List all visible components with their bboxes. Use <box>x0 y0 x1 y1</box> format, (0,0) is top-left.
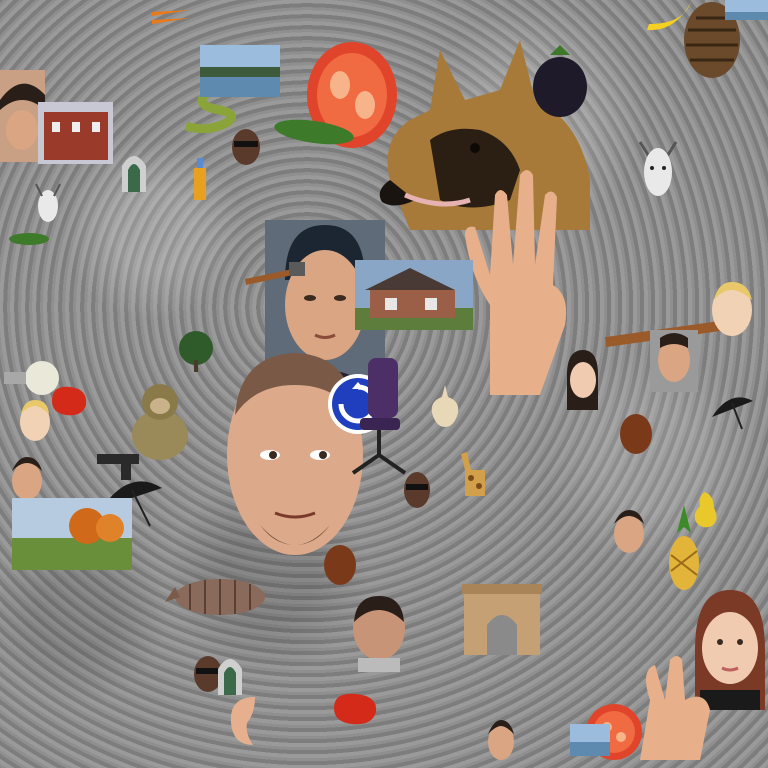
german-shepherd-dog <box>370 30 600 230</box>
bearded-man-face <box>650 330 698 392</box>
zucchini <box>272 118 357 146</box>
pineapple <box>667 505 701 591</box>
banana <box>645 0 695 36</box>
hammer <box>245 258 310 290</box>
glasses-man-face-2 <box>612 508 646 554</box>
eggplant <box>530 45 590 120</box>
sunglasses-man-face-2 <box>402 468 432 510</box>
armadillo <box>160 572 275 617</box>
child-face-left <box>18 398 52 442</box>
child-face-right <box>710 280 755 338</box>
red-pepper-bottom <box>330 690 380 728</box>
sunglasses-man-face-3 <box>192 652 224 694</box>
woman-face-bottom-right <box>690 590 768 710</box>
ear <box>225 693 261 749</box>
woman-smiling-face <box>565 350 600 410</box>
goat-left <box>28 182 68 224</box>
lake-photo-top-right <box>725 0 768 20</box>
raised-hand <box>455 165 575 395</box>
tree <box>175 330 217 372</box>
zucchini-left <box>8 232 50 246</box>
hand-bottom-right <box>630 650 715 760</box>
bottle <box>192 158 208 200</box>
coconut-2 <box>322 543 358 587</box>
arch-monument <box>462 580 542 655</box>
garlic <box>428 385 462 427</box>
office-chair <box>348 358 408 478</box>
giraffe <box>455 448 491 496</box>
brick-building-photo <box>38 102 113 164</box>
autumn-landscape-photo <box>12 498 132 570</box>
glasses-man-face <box>10 455 44 501</box>
house-photo <box>355 260 473 330</box>
bald-man-face <box>348 592 410 672</box>
handgun <box>97 450 142 480</box>
tomato-slice <box>305 40 400 150</box>
light-bulb <box>0 360 65 396</box>
lake-landscape-photo <box>200 45 280 97</box>
monkey <box>125 380 195 460</box>
gothic-window-2 <box>216 655 244 695</box>
red-pepper <box>48 383 90 419</box>
coconut <box>618 410 654 456</box>
man-face-bottom <box>486 718 516 762</box>
lake-photo-bottom <box>570 724 610 756</box>
pine-cone <box>682 0 742 80</box>
goat <box>628 140 688 202</box>
gothic-window <box>120 152 148 192</box>
carrots <box>150 6 192 30</box>
sunglasses-man-face <box>230 125 262 167</box>
man-face-top-left <box>0 70 45 162</box>
pear <box>690 488 720 530</box>
umbrella-right <box>710 395 755 430</box>
